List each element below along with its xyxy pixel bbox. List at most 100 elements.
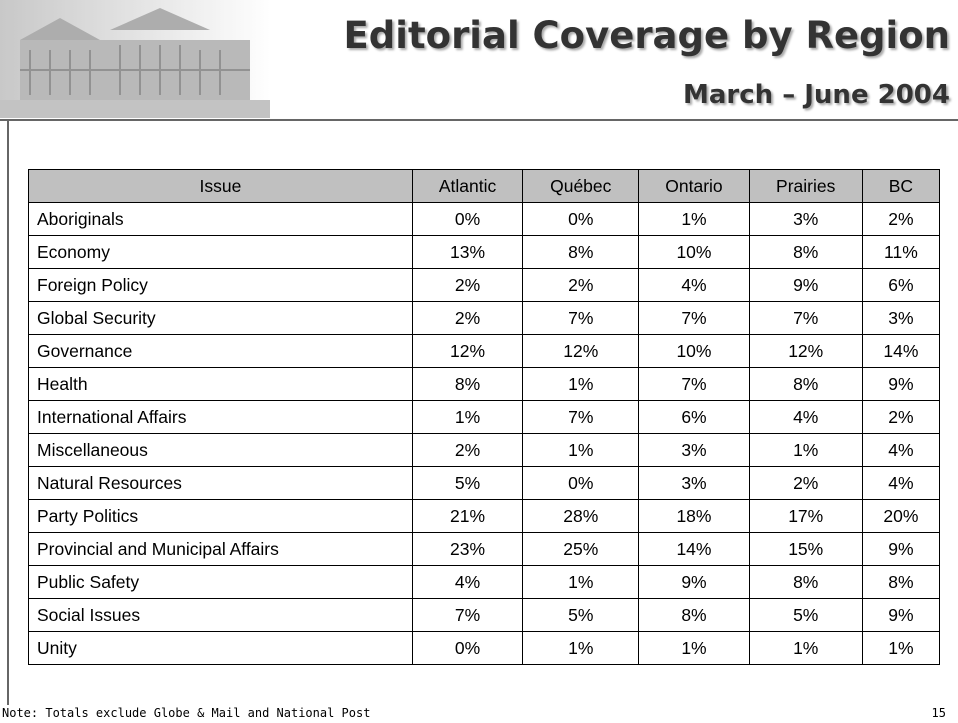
share-cell: 6% (861, 268, 941, 302)
share-cell: 9% (861, 598, 941, 632)
share-cell: 7% (638, 367, 750, 401)
footnote: Note: Totals exclude Globe & Mail and Na… (2, 706, 371, 720)
share-cell: 7% (748, 301, 863, 335)
issue-cell: Governance (28, 334, 413, 368)
share-cell: 1% (748, 631, 863, 665)
issue-cell: Economy (28, 235, 413, 269)
share-cell: 7% (638, 301, 750, 335)
issue-cell: Aboriginals (28, 202, 413, 236)
share-cell: 9% (861, 367, 941, 401)
share-cell: 7% (522, 301, 640, 335)
share-cell: 1% (522, 433, 640, 467)
share-cell: 4% (748, 400, 863, 434)
table-row: Economy 13% 8% 10% 8% 11% (28, 235, 941, 269)
issue-cell: Public Safety (28, 565, 413, 599)
table-row: Social Issues 7% 5% 8% 5% 9% (28, 598, 941, 632)
building-image (0, 0, 270, 118)
issue-cell: International Affairs (28, 400, 413, 434)
share-cell: 8% (748, 235, 863, 269)
share-cell: 9% (748, 268, 863, 302)
share-cell: 4% (861, 433, 941, 467)
share-cell: 5% (522, 598, 640, 632)
share-cell: 3% (748, 202, 863, 236)
share-cell: 4% (861, 466, 941, 500)
share-cell: 8% (411, 367, 524, 401)
table-body: Aboriginals 0% 0% 1% 3% 2% Economy 13% 8% 10% 8% 11… (28, 202, 941, 665)
share-cell: 2% (861, 400, 941, 434)
share-cell: 1% (638, 631, 750, 665)
share-cell: 9% (638, 565, 750, 599)
share-cell: 2% (411, 301, 524, 335)
share-cell: 10% (638, 334, 750, 368)
table-row: Health 8% 1% 7% 8% 9% (28, 367, 941, 401)
share-cell: 9% (861, 532, 941, 566)
share-cell: 20% (861, 499, 941, 533)
share-cell: 18% (638, 499, 750, 533)
table-row: Natural Resources 5% 0% 3% 2% 4% (28, 466, 941, 500)
table-row: Party Politics 21% 28% 18% 17% 20% (28, 499, 941, 533)
share-cell: 2% (861, 202, 941, 236)
share-cell: 2% (411, 433, 524, 467)
share-cell: 6% (638, 400, 750, 434)
issue-cell: Provincial and Municipal Affairs (28, 532, 413, 566)
header-row: Issue Atlantic Québec Ontario Prairies BC (28, 169, 941, 203)
issue-cell: Unity (28, 631, 413, 665)
share-cell: 1% (638, 202, 750, 236)
share-cell: 28% (522, 499, 640, 533)
issue-cell: Social Issues (28, 598, 413, 632)
share-cell: 3% (861, 301, 941, 335)
share-cell: 7% (411, 598, 524, 632)
share-cell: 1% (861, 631, 941, 665)
share-cell: 2% (748, 466, 863, 500)
issue-cell: Foreign Policy (28, 268, 413, 302)
table-row: Provincial and Municipal Affairs 23% 25% 14… (28, 532, 941, 566)
share-cell: 13% (411, 235, 524, 269)
coverage-table: Issue Atlantic Québec Ontario Prairies BC Abo… (28, 169, 941, 665)
share-cell: 1% (748, 433, 863, 467)
column-header: Atlantic (411, 169, 524, 203)
table-row: Global Security 2% 7% 7% 7% 3% (28, 301, 941, 335)
share-cell: 0% (411, 631, 524, 665)
page-number: 15 (931, 706, 946, 720)
column-header: Prairies (748, 169, 863, 203)
share-cell: 1% (522, 565, 640, 599)
share-cell: 2% (522, 268, 640, 302)
share-cell: 17% (748, 499, 863, 533)
share-cell: 3% (638, 466, 750, 500)
share-cell: 8% (638, 598, 750, 632)
share-cell: 0% (411, 202, 524, 236)
issue-cell: Global Security (28, 301, 413, 335)
issue-cell: Party Politics (28, 499, 413, 533)
share-cell: 14% (638, 532, 750, 566)
share-cell: 12% (522, 334, 640, 368)
share-cell: 1% (522, 631, 640, 665)
table-row: Foreign Policy 2% 2% 4% 9% 6% (28, 268, 941, 302)
table-row: Public Safety 4% 1% 9% 8% 8% (28, 565, 941, 599)
table-row: Aboriginals 0% 0% 1% 3% 2% (28, 202, 941, 236)
share-cell: 1% (522, 367, 640, 401)
share-cell: 25% (522, 532, 640, 566)
share-cell: 5% (411, 466, 524, 500)
share-cell: 4% (411, 565, 524, 599)
share-cell: 1% (411, 400, 524, 434)
share-cell: 15% (748, 532, 863, 566)
title: Editorial Coverage by Region (343, 14, 950, 57)
issue-cell: Health (28, 367, 413, 401)
share-cell: 12% (411, 334, 524, 368)
share-cell: 23% (411, 532, 524, 566)
share-cell: 5% (748, 598, 863, 632)
table-row: Unity 0% 1% 1% 1% 1% (28, 631, 941, 665)
share-cell: 4% (638, 268, 750, 302)
column-header: Issue (28, 169, 413, 203)
table-row: Miscellaneous 2% 1% 3% 1% 4% (28, 433, 941, 467)
issue-cell: Natural Resources (28, 466, 413, 500)
share-cell: 8% (861, 565, 941, 599)
share-cell: 2% (411, 268, 524, 302)
share-cell: 11% (861, 235, 941, 269)
share-cell: 21% (411, 499, 524, 533)
column-header: Ontario (638, 169, 750, 203)
subtitle: March – June 2004 (682, 80, 950, 110)
share-cell: 8% (748, 367, 863, 401)
table-row: International Affairs 1% 7% 6% 4% 2% (28, 400, 941, 434)
